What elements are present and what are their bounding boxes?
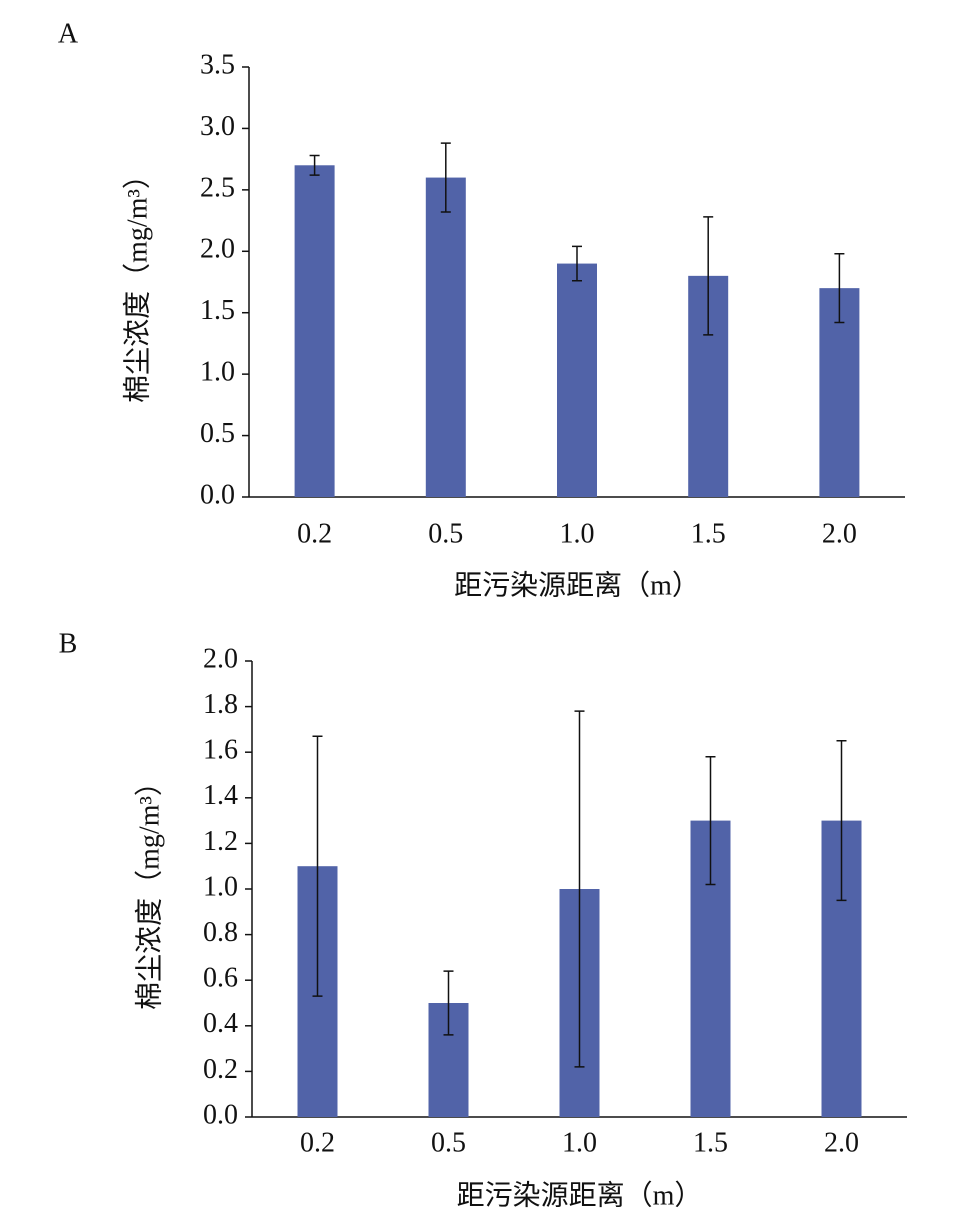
y-tick-label: 0.0 bbox=[200, 479, 235, 510]
error-bar bbox=[834, 252, 845, 324]
bar bbox=[294, 165, 335, 498]
x-tick-label: 0.5 bbox=[428, 518, 463, 549]
y-tick-label: 0.5 bbox=[200, 418, 235, 449]
x-tick-label: 0.2 bbox=[297, 518, 332, 549]
y-tick-label: 0.4 bbox=[203, 1008, 238, 1039]
error-bar bbox=[705, 756, 716, 886]
y-tick-label: 2.0 bbox=[200, 234, 235, 265]
x-tick-label: 1.0 bbox=[562, 1127, 597, 1158]
x-tick-label: 1.5 bbox=[691, 518, 726, 549]
y-tick-label: 1.8 bbox=[203, 689, 238, 720]
error-bar bbox=[443, 970, 454, 1036]
x-tick-label: 0.5 bbox=[431, 1127, 466, 1158]
x-tick-label: 0.2 bbox=[300, 1127, 335, 1158]
x-tick-label: 1.0 bbox=[560, 518, 595, 549]
x-tick-label: 2.0 bbox=[822, 518, 857, 549]
error-bar bbox=[309, 154, 320, 176]
x-axis-label: 距污染源距离（m） bbox=[454, 569, 700, 601]
y-tick-label: 3.5 bbox=[200, 49, 235, 80]
y-tick-label: 1.2 bbox=[203, 826, 238, 857]
error-bar bbox=[440, 142, 451, 213]
y-tick-label: 1.5 bbox=[200, 295, 235, 326]
y-tick-label: 2.5 bbox=[200, 172, 235, 203]
y-tick-label: 1.4 bbox=[203, 780, 238, 811]
x-tick-label: 2.0 bbox=[824, 1127, 859, 1158]
error-bar bbox=[703, 216, 714, 336]
x-tick-label: 1.5 bbox=[693, 1127, 728, 1158]
y-tick-label: 0.0 bbox=[203, 1099, 238, 1130]
y-tick-label: 1.6 bbox=[203, 735, 238, 766]
y-tick-label: 3.0 bbox=[200, 111, 235, 142]
y-tick-label: 0.6 bbox=[203, 963, 238, 994]
y-axis-label: 棉尘浓度（mg/m³） bbox=[121, 161, 153, 403]
error-bar bbox=[836, 740, 847, 902]
y-tick-label: 1.0 bbox=[200, 357, 235, 388]
error-bar bbox=[572, 245, 582, 282]
error-bar bbox=[312, 735, 323, 997]
bar bbox=[425, 177, 466, 498]
panel-label: B bbox=[59, 628, 78, 659]
error-bar bbox=[574, 710, 585, 1068]
x-axis-label: 距污染源距离（m） bbox=[457, 1179, 703, 1211]
y-tick-label: 2.0 bbox=[203, 643, 238, 674]
panel-label: A bbox=[58, 18, 79, 49]
bar bbox=[557, 263, 597, 497]
y-axis-label: 棉尘浓度（mg/m³） bbox=[133, 768, 165, 1010]
y-tick-label: 0.8 bbox=[203, 917, 238, 948]
y-tick-label: 1.0 bbox=[203, 871, 238, 902]
y-tick-label: 0.2 bbox=[203, 1054, 238, 1085]
